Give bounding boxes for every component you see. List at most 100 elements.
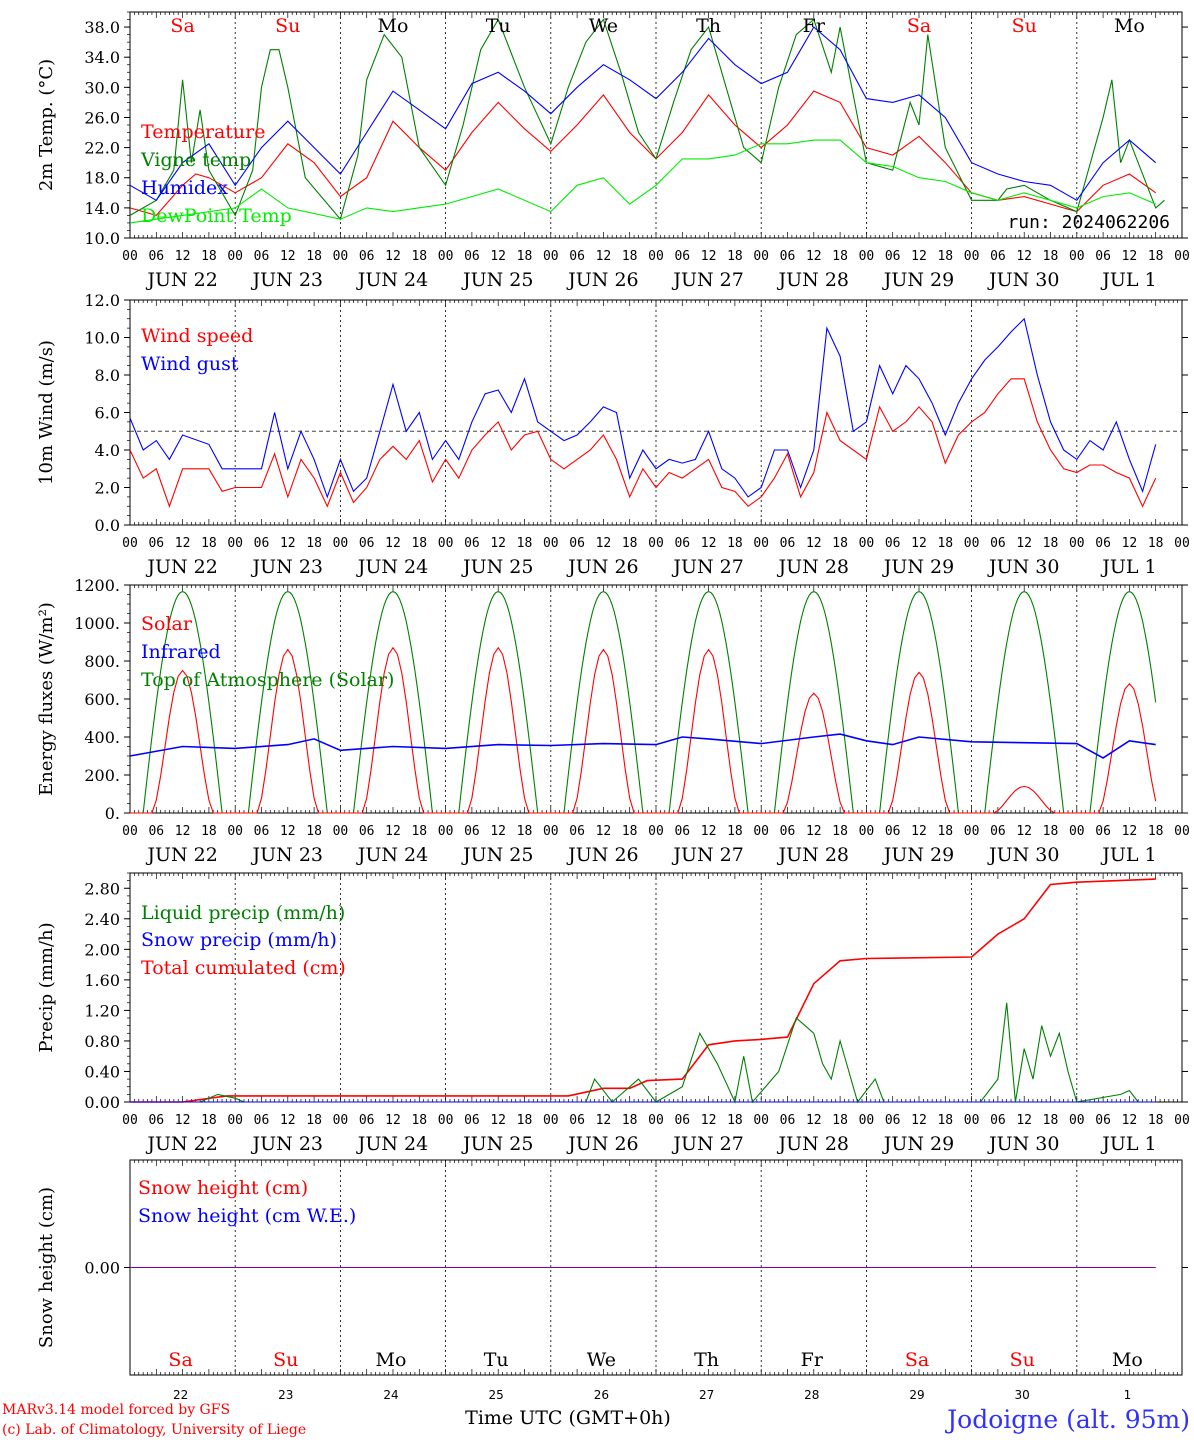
y-tick-label: 0.00 [84,1093,120,1112]
day-number-label: 24 [383,1388,398,1402]
x-hour-label: 18 [306,249,322,264]
x-hour-label: 12 [385,824,401,839]
x-hour-label: 06 [780,536,796,551]
x-date-label: JUN 25 [461,1133,533,1155]
legend-entry: Solar [141,613,193,635]
legend-entry: Wind speed [141,325,253,347]
x-hour-label: 18 [937,1113,953,1128]
series-total-cumulated-cm- [130,878,1156,1103]
panel-2: 0.0 2.0 4.0 6.0 8.0 10.0 12.0 10m Wind (m/s) 00 0… [36,291,1190,578]
x-hour-label: 12 [911,1113,927,1128]
x-hour-label: 06 [674,824,690,839]
weekday-label-top: Th [696,15,721,37]
x-hour-label: 06 [359,1113,375,1128]
x-hour-label: 12 [911,536,927,551]
x-hour-label: 00 [543,536,559,551]
x-date-label: JUN 23 [251,556,323,578]
x-hour-label: 12 [385,1113,401,1128]
series-solar [130,646,1157,814]
x-hour-label: 00 [1174,824,1190,839]
x-hour-label: 00 [964,1113,980,1128]
x-hour-label: 18 [1043,824,1059,839]
weekday-label-top: Fr [803,15,826,37]
x-hour-label: 12 [1122,536,1138,551]
day-number-label: 22 [173,1388,188,1402]
x-hour-label: 18 [201,1113,217,1128]
x-hour-label: 06 [674,536,690,551]
y-tick-label: 38.0 [84,18,120,37]
x-hour-label: 18 [832,249,848,264]
x-hour-label: 12 [175,249,191,264]
x-hour-label: 00 [1174,249,1190,264]
x-hour-label: 00 [753,1113,769,1128]
x-hour-label: 00 [753,824,769,839]
x-date-label: JUN 24 [356,556,428,578]
x-hour-label: 18 [1043,249,1059,264]
x-hour-label: 06 [1095,536,1111,551]
series-wind-gust [129,317,1157,499]
x-hour-label: 06 [990,536,1006,551]
x-hour-label: 00 [648,249,664,264]
y-tick-label: 600. [84,690,120,709]
x-date-label: JUN 29 [882,844,954,866]
x-date-label: JUN 24 [356,269,428,291]
x-date-label: JUN 22 [145,556,217,578]
x-hour-label: 18 [1148,1113,1164,1128]
x-hour-label: 18 [1043,536,1059,551]
y-tick-label: 800. [84,652,120,671]
x-hour-label: 00 [333,536,349,551]
x-hour-label: 06 [569,824,585,839]
x-date-label: JUN 28 [777,844,849,866]
x-hour-label: 12 [1016,249,1032,264]
x-hour-label: 00 [122,536,138,551]
x-hour-label: 18 [1148,249,1164,264]
x-hour-label: 12 [1016,536,1032,551]
x-hour-label: 00 [227,1113,243,1128]
x-hour-label: 18 [622,249,638,264]
x-hour-label: 00 [438,536,454,551]
x-hour-label: 00 [1174,536,1190,551]
x-hour-label: 00 [1069,824,1085,839]
y-tick-label: 0.80 [84,1032,120,1051]
y-tick-label: 200. [84,766,120,785]
x-date-label: JUN 29 [882,1133,954,1155]
legend-entry: Wind gust [141,353,239,375]
y-axis-label: 2m Temp. (°C) [36,59,57,191]
x-hour-label: 18 [937,536,953,551]
x-hour-label: 12 [280,249,296,264]
y-tick-label: 400. [84,728,120,747]
run-annotation: run: 2024062206 [1007,212,1170,233]
x-date-label: JUN 28 [777,556,849,578]
series-liquid-precip-mm-h- [130,1002,1139,1104]
x-hour-label: 06 [464,1113,480,1128]
x-hour-label: 18 [517,1113,533,1128]
x-hour-label: 00 [333,249,349,264]
x-hour-label: 18 [411,1113,427,1128]
y-tick-label: 0.40 [84,1062,120,1081]
x-hour-label: 18 [727,249,743,264]
x-hour-label: 18 [411,249,427,264]
y-tick-label: 1000. [74,614,120,633]
x-date-label: JUN 26 [566,844,638,866]
x-hour-label: 06 [148,536,164,551]
legend-entry: Humidex [141,177,228,199]
x-hour-label: 06 [254,824,270,839]
y-tick-label: 30.0 [84,78,120,97]
x-date-label: JUN 26 [566,556,638,578]
x-hour-label: 06 [885,536,901,551]
x-hour-label: 12 [596,249,612,264]
x-hour-label: 06 [148,1113,164,1128]
x-hour-label: 18 [306,1113,322,1128]
x-hour-label: 06 [780,824,796,839]
x-hour-label: 18 [937,249,953,264]
panel-4: 0.00 0.40 0.80 1.20 1.60 2.00 2.40 2.80 Precip (… [36,872,1190,1155]
x-date-label: JUN 24 [356,844,428,866]
x-hour-label: 18 [937,824,953,839]
x-hour-label: 00 [859,1113,875,1128]
weekday-label-bottom: Sa [168,1349,192,1371]
series-temperature [129,90,1157,217]
x-date-label: JUN 26 [566,269,638,291]
x-hour-label: 18 [727,1113,743,1128]
x-hour-label: 12 [175,1113,191,1128]
y-tick-label: 1.20 [84,1001,120,1020]
